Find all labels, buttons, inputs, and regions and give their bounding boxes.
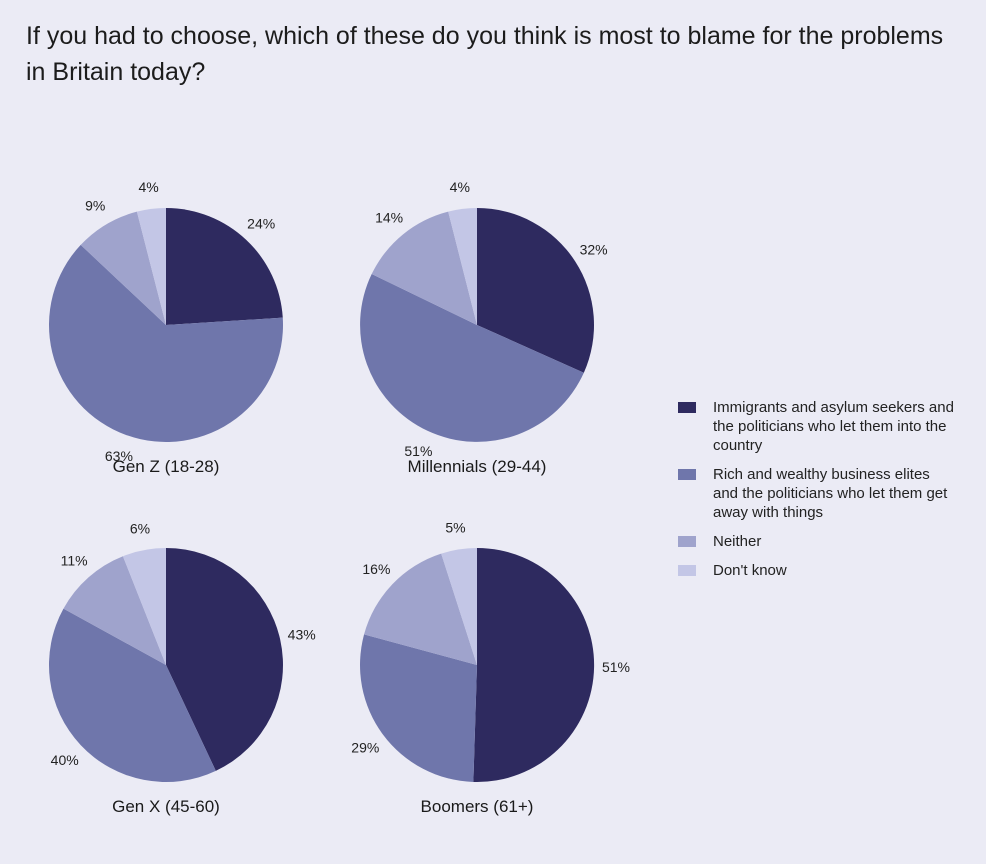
pie-slice-rich-elites [48, 608, 216, 782]
pct-label-dont-know: 4% [138, 179, 158, 195]
legend-item-neither: Neither [678, 532, 958, 551]
pie-slice-immigrants [473, 547, 595, 782]
legend-label-neither: Neither [713, 533, 762, 550]
pie-caption: Boomers (61+) [421, 797, 534, 816]
pie-slice-dont-know [136, 208, 166, 325]
pct-label-rich-elites: 40% [51, 752, 79, 768]
chart-title: If you had to choose, which of these do … [26, 22, 944, 86]
pct-label-rich-elites: 51% [404, 443, 432, 459]
pie-slice-neither [371, 211, 477, 325]
pct-label-neither: 16% [362, 561, 390, 577]
pct-label-neither: 9% [85, 197, 105, 213]
pie-1: 32% 51% 14% 4% Millennials (29-44) [360, 179, 608, 476]
pie-3: 51% 29% 16% 5% Boomers (61+) [351, 520, 630, 816]
pie-slice-immigrants [477, 208, 595, 373]
legend-swatch-rich-elites [678, 469, 696, 480]
legend: Immigrants and asylum seekers and the po… [678, 398, 958, 590]
pie-slice-rich-elites [360, 274, 584, 442]
pct-label-dont-know: 5% [445, 520, 465, 536]
legend-label-dont-know: Don't know [713, 562, 787, 579]
legend-item-rich-elites: Rich and wealthy business elites and the… [678, 465, 958, 522]
pct-label-immigrants: 32% [580, 241, 608, 257]
legend-label-immigrants: Immigrants and asylum seekers and the po… [713, 399, 954, 454]
pct-label-rich-elites: 29% [351, 740, 379, 756]
pct-label-immigrants: 24% [247, 216, 275, 232]
legend-swatch-neither [678, 536, 696, 547]
legend-swatch-dont-know [678, 565, 696, 576]
pct-label-immigrants: 43% [288, 627, 316, 643]
pct-label-rich-elites: 63% [105, 448, 133, 464]
pie-slice-rich-elites [360, 634, 477, 782]
pie-slice-immigrants [166, 548, 283, 771]
pie-slice-neither [80, 211, 166, 325]
pie-caption: Gen Z (18-28) [113, 457, 220, 476]
legend-item-immigrants: Immigrants and asylum seekers and the po… [678, 398, 958, 455]
pie-slice-dont-know [448, 207, 477, 325]
pct-label-neither: 14% [375, 209, 403, 225]
pct-label-immigrants: 51% [602, 659, 630, 675]
pie-2: 43% 40% 11% 6% Gen X (45-60) [48, 521, 316, 816]
legend-item-dont-know: Don't know [678, 561, 958, 580]
pie-slice-dont-know [441, 548, 477, 665]
pie-slice-neither [364, 553, 477, 665]
pct-label-dont-know: 6% [130, 521, 150, 537]
pie-0: 24% 63% 9% 4% Gen Z (18-28) [49, 179, 284, 476]
legend-label-rich-elites: Rich and wealthy business elites and the… [713, 466, 948, 521]
pie-slice-rich-elites [49, 244, 284, 443]
pct-label-dont-know: 4% [450, 179, 470, 195]
legend-swatch-immigrants [678, 402, 696, 413]
pie-slice-dont-know [122, 548, 166, 665]
pct-label-neither: 11% [61, 553, 88, 569]
pie-caption: Gen X (45-60) [112, 797, 220, 816]
pie-slice-immigrants [166, 208, 283, 325]
pie-caption: Millennials (29-44) [408, 457, 547, 476]
pie-slice-neither [63, 556, 166, 665]
